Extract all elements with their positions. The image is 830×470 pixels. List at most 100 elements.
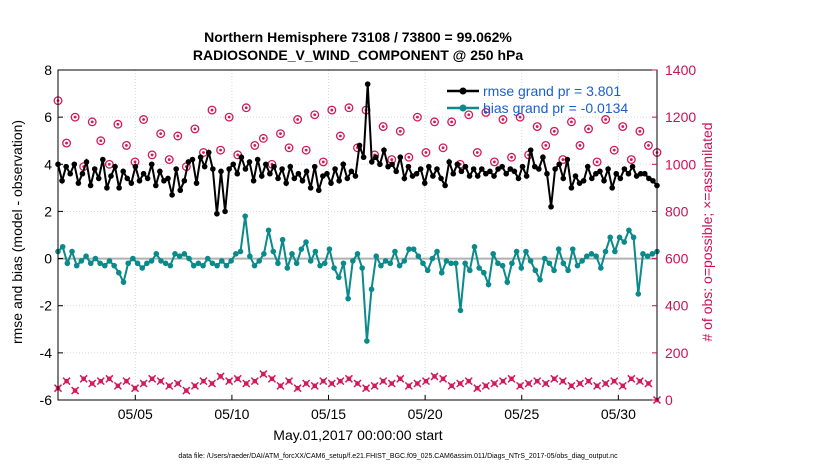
- bias-point: [298, 246, 305, 252]
- rmse-point: [352, 173, 359, 179]
- bias-point: [153, 251, 160, 257]
- obs-possible-point-center: [159, 132, 163, 136]
- bias-point: [584, 253, 590, 260]
- obs-assimilated-point-center: [329, 381, 335, 386]
- rmse-point: [83, 159, 90, 165]
- obs-assimilated-point-center: [372, 383, 377, 389]
- rmse-point: [140, 170, 147, 177]
- obs-assimilated-point-center: [81, 376, 86, 382]
- legend-rmse-label: rmse grand pr = 3.801: [483, 83, 621, 99]
- obs-assimilated-point-center: [560, 378, 566, 384]
- obs-possible-point: [430, 117, 439, 127]
- bias-point: [574, 262, 581, 269]
- rmse-point: [299, 177, 306, 184]
- obs-possible-point: [310, 110, 320, 120]
- rmse-point: [377, 161, 383, 168]
- bias-point: [392, 248, 398, 255]
- bias-point: [106, 258, 113, 264]
- obs-possible-point-center: [518, 115, 522, 119]
- rmse-point: [593, 170, 599, 177]
- rmse-point: [576, 180, 583, 186]
- obs-assimilated-point-center: [620, 383, 626, 389]
- bias-point: [78, 258, 85, 264]
- obs-assimilated-point-center: [526, 381, 531, 386]
- ticks-left: -6 -4 -2 0 2 4 6 8: [40, 62, 63, 408]
- rmse-point: [474, 173, 481, 179]
- rmse-point: [356, 142, 363, 149]
- bias-point: [588, 251, 595, 257]
- obs-assimilated-point-center: [295, 385, 300, 391]
- obs-assimilated-point-center: [363, 385, 369, 391]
- obs-possible-point-center: [125, 144, 128, 147]
- bias-point: [523, 248, 529, 255]
- rmse-point: [67, 170, 74, 177]
- rmse-point: [189, 156, 196, 163]
- y-tick-label-right: 400: [665, 298, 689, 314]
- bias-point: [275, 260, 281, 267]
- bias-point: [120, 279, 127, 285]
- rmse-point: [177, 187, 184, 194]
- obs-possible-point-center: [65, 141, 68, 145]
- bias-point: [644, 253, 651, 260]
- bias-point: [448, 260, 454, 267]
- obs-possible-point-center: [304, 148, 308, 152]
- obs-possible-point: [122, 140, 131, 150]
- rmse-point: [613, 170, 620, 177]
- rmse-point: [527, 147, 534, 153]
- obs-assimilated-point-center: [218, 374, 223, 379]
- obs-possible-point: [566, 117, 576, 127]
- rmse-point: [507, 166, 514, 172]
- obs-possible-point-center: [99, 139, 103, 143]
- rmse-point: [548, 203, 554, 210]
- rmse-point: [385, 163, 391, 170]
- bias-point: [364, 338, 370, 344]
- obs-assimilated-point-center: [312, 383, 318, 389]
- bias-point: [569, 246, 576, 252]
- obs-assimilated-point-center: [209, 381, 215, 386]
- rmse-point: [368, 159, 375, 165]
- obs-possible-point: [412, 112, 422, 122]
- rmse-point: [210, 166, 216, 172]
- obs-assimilated-point-center: [278, 383, 283, 389]
- obs-possible-point: [626, 155, 636, 165]
- obs-assimilated-point-center: [646, 381, 651, 386]
- rmse-point: [271, 163, 277, 170]
- rmse-point: [523, 173, 530, 179]
- rmse-point: [79, 170, 86, 177]
- obs-assimilated-point-center: [226, 378, 232, 384]
- obs-possible-point-center: [578, 144, 582, 147]
- bias-point: [125, 260, 131, 267]
- series-bias: [55, 213, 660, 344]
- bias-point: [247, 253, 253, 260]
- obs-assimilated-point-center: [303, 381, 309, 386]
- obs-assimilated-point-center: [569, 383, 574, 389]
- bias-point: [134, 260, 141, 267]
- rmse-point: [201, 163, 208, 170]
- bias-point: [495, 260, 501, 267]
- obs-possible-point-center: [552, 129, 556, 133]
- obs-possible-point: [301, 145, 311, 155]
- obs-assimilated-point-center: [586, 378, 591, 384]
- rmse-point: [397, 154, 404, 161]
- rmse-point: [519, 163, 526, 170]
- rmse-point: [421, 180, 428, 186]
- bias-point: [476, 265, 482, 271]
- y-tick-label-left: 8: [44, 62, 52, 78]
- obs-assimilated-point-center: [440, 376, 446, 382]
- bias-point: [438, 269, 445, 276]
- obs-assimilated-point-center: [517, 383, 523, 389]
- x-axis-label: May.01,2017 00:00:00 start: [273, 427, 443, 443]
- series-obs-possible: [53, 96, 662, 172]
- obs-possible-point: [96, 136, 106, 146]
- rmse-point: [275, 175, 281, 182]
- rmse-point: [152, 182, 159, 189]
- y-tick-label-right: 1200: [665, 109, 696, 125]
- obs-assimilated-point-center: [492, 381, 497, 386]
- obs-possible-point-center: [544, 144, 548, 147]
- obs-possible-point-center: [227, 115, 231, 119]
- rmse-point: [560, 175, 567, 182]
- rmse-point: [181, 177, 188, 184]
- obs-possible-point-center: [133, 160, 137, 164]
- x-tick-label: 05/15: [311, 406, 346, 422]
- rmse-point: [589, 175, 595, 182]
